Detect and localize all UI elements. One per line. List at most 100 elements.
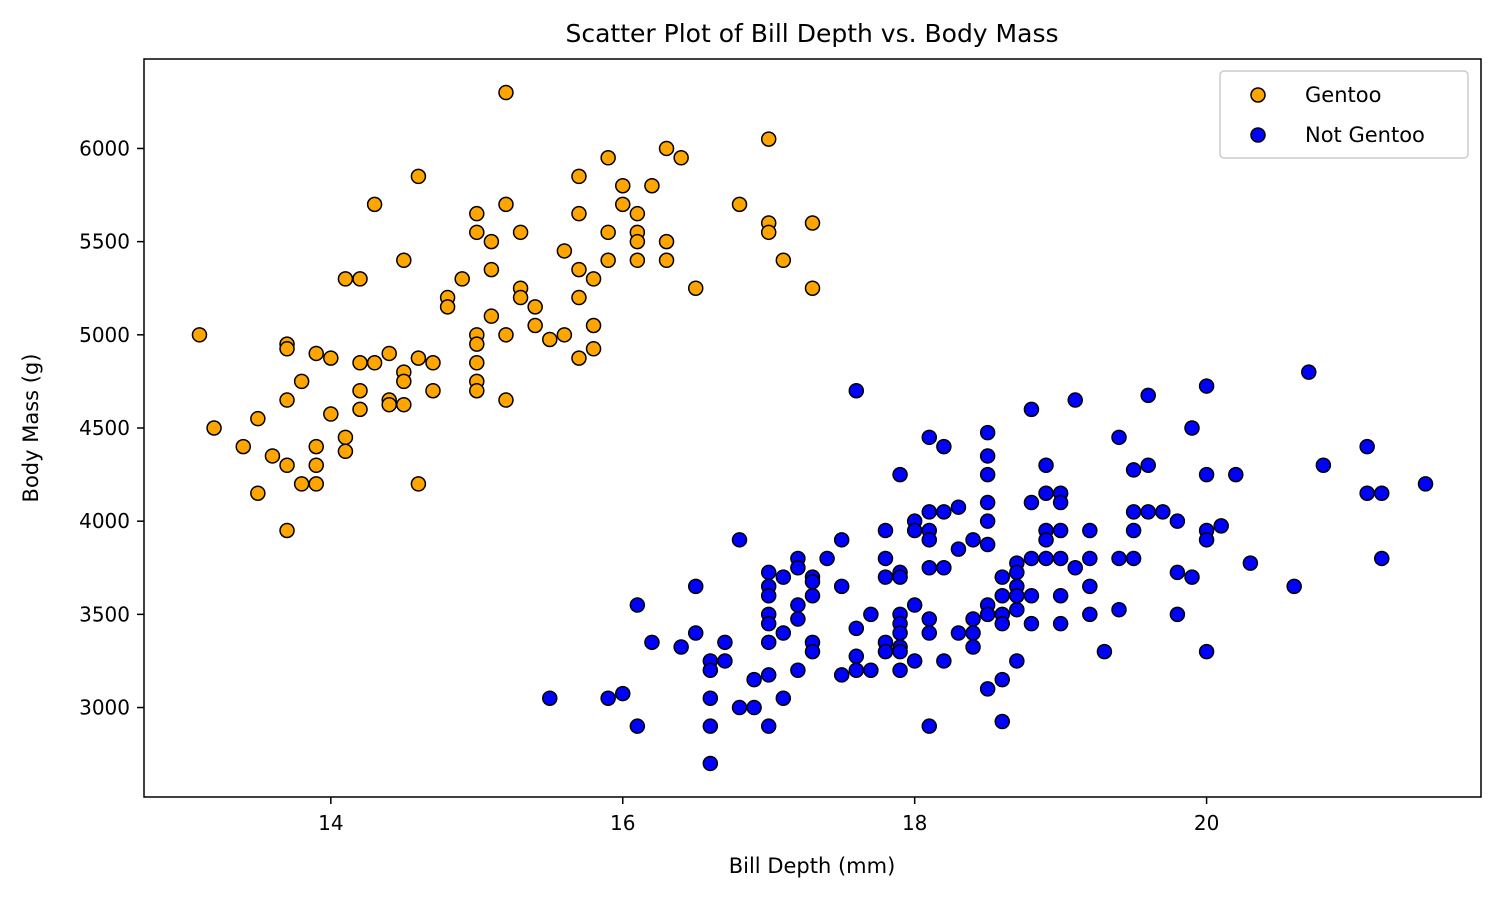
point-not-gentoo-158 [1315,457,1332,474]
point-not-gentoo-6 [673,639,689,655]
data-marks [191,84,1434,772]
point-gentoo-8 [279,392,295,408]
point-not-gentoo-70 [921,504,938,520]
point-gentoo-69 [571,350,587,366]
point-gentoo-16 [308,476,324,492]
point-not-gentoo-97 [994,569,1010,585]
point-gentoo-60 [527,299,543,315]
point-not-gentoo-22 [760,587,777,604]
point-not-gentoo-125 [1067,392,1083,408]
x-tick-label-14: 14 [318,811,343,835]
point-gentoo-93 [804,215,821,231]
point-gentoo-62 [542,331,558,348]
point-not-gentoo-84 [965,532,981,548]
point-not-gentoo-139 [1140,387,1156,404]
point-not-gentoo-96 [979,681,996,697]
point-gentoo-26 [366,196,383,213]
point-not-gentoo-101 [994,671,1010,688]
y-axis-title: Body Mass (g) [19,354,43,503]
point-gentoo-72 [585,341,602,357]
point-not-gentoo-68 [906,653,923,669]
y-tick-label-3000: 3000 [79,696,130,720]
legend-label-gentoo: Gentoo [1305,83,1381,107]
point-not-gentoo-112 [1023,587,1040,604]
point-gentoo-63 [556,243,573,259]
point-not-gentoo-26 [760,667,777,683]
point-not-gentoo-37 [804,574,821,590]
point-gentoo-73 [600,150,616,166]
point-gentoo-83 [658,140,675,157]
point-not-gentoo-64 [892,662,908,679]
point-not-gentoo-129 [1082,578,1098,595]
point-gentoo-94 [804,280,821,296]
point-not-gentoo-51 [877,522,894,539]
point-not-gentoo-88 [979,424,996,441]
point-gentoo-11 [293,373,310,390]
point-not-gentoo-24 [760,615,777,632]
point-gentoo-80 [629,233,646,250]
point-not-gentoo-11 [702,690,719,706]
point-not-gentoo-12 [702,718,719,734]
point-gentoo-20 [337,429,354,446]
point-not-gentoo-19 [746,699,762,716]
point-not-gentoo-137 [1125,522,1142,539]
point-not-gentoo-143 [1169,513,1186,529]
point-gentoo-55 [498,327,514,343]
point-not-gentoo-92 [979,513,996,529]
point-not-gentoo-55 [877,643,894,660]
point-not-gentoo-42 [833,532,850,548]
point-not-gentoo-151 [1198,532,1215,548]
point-gentoo-57 [512,224,529,241]
point-gentoo-81 [629,252,646,269]
point-gentoo-2 [235,438,251,455]
point-gentoo-49 [469,382,485,399]
point-not-gentoo-86 [965,625,981,641]
point-not-gentoo-1 [600,690,616,706]
point-not-gentoo-0 [542,690,558,706]
point-not-gentoo-38 [804,587,821,604]
point-gentoo-78 [629,205,646,222]
point-not-gentoo-107 [1009,601,1025,618]
point-not-gentoo-46 [848,620,865,637]
point-not-gentoo-27 [760,718,777,734]
x-tick-label-20: 20 [1194,811,1219,835]
point-not-gentoo-63 [892,643,908,660]
point-gentoo-86 [673,150,689,166]
point-not-gentoo-93 [979,536,996,553]
point-gentoo-84 [658,233,675,250]
point-not-gentoo-43 [833,578,850,595]
point-not-gentoo-128 [1082,550,1098,567]
point-not-gentoo-100 [994,615,1010,632]
point-not-gentoo-109 [1023,401,1040,418]
point-gentoo-74 [600,224,616,241]
point-not-gentoo-110 [1023,494,1040,511]
point-gentoo-5 [264,448,281,464]
point-not-gentoo-114 [1038,457,1054,474]
point-not-gentoo-50 [863,662,879,679]
point-gentoo-46 [469,336,485,352]
point-not-gentoo-133 [1111,550,1127,567]
point-not-gentoo-30 [775,690,792,706]
point-not-gentoo-73 [921,560,938,576]
point-gentoo-37 [410,476,427,492]
point-not-gentoo-48 [848,662,865,679]
point-not-gentoo-32 [790,560,806,576]
y-tick-label-3500: 3500 [79,602,130,626]
y-tick-label-4500: 4500 [79,416,130,440]
point-not-gentoo-33 [790,597,806,613]
point-not-gentoo-13 [702,755,719,772]
point-not-gentoo-141 [1140,504,1156,520]
point-gentoo-52 [483,308,500,324]
point-gentoo-1 [206,420,222,436]
point-not-gentoo-161 [1374,485,1390,501]
point-not-gentoo-131 [1096,643,1113,660]
point-gentoo-44 [469,224,485,241]
point-gentoo-30 [381,396,397,413]
point-gentoo-59 [512,289,529,306]
point-gentoo-34 [396,396,412,413]
point-not-gentoo-117 [1038,532,1054,548]
point-not-gentoo-155 [1242,555,1259,571]
point-not-gentoo-2 [615,685,631,702]
point-gentoo-87 [687,280,704,296]
